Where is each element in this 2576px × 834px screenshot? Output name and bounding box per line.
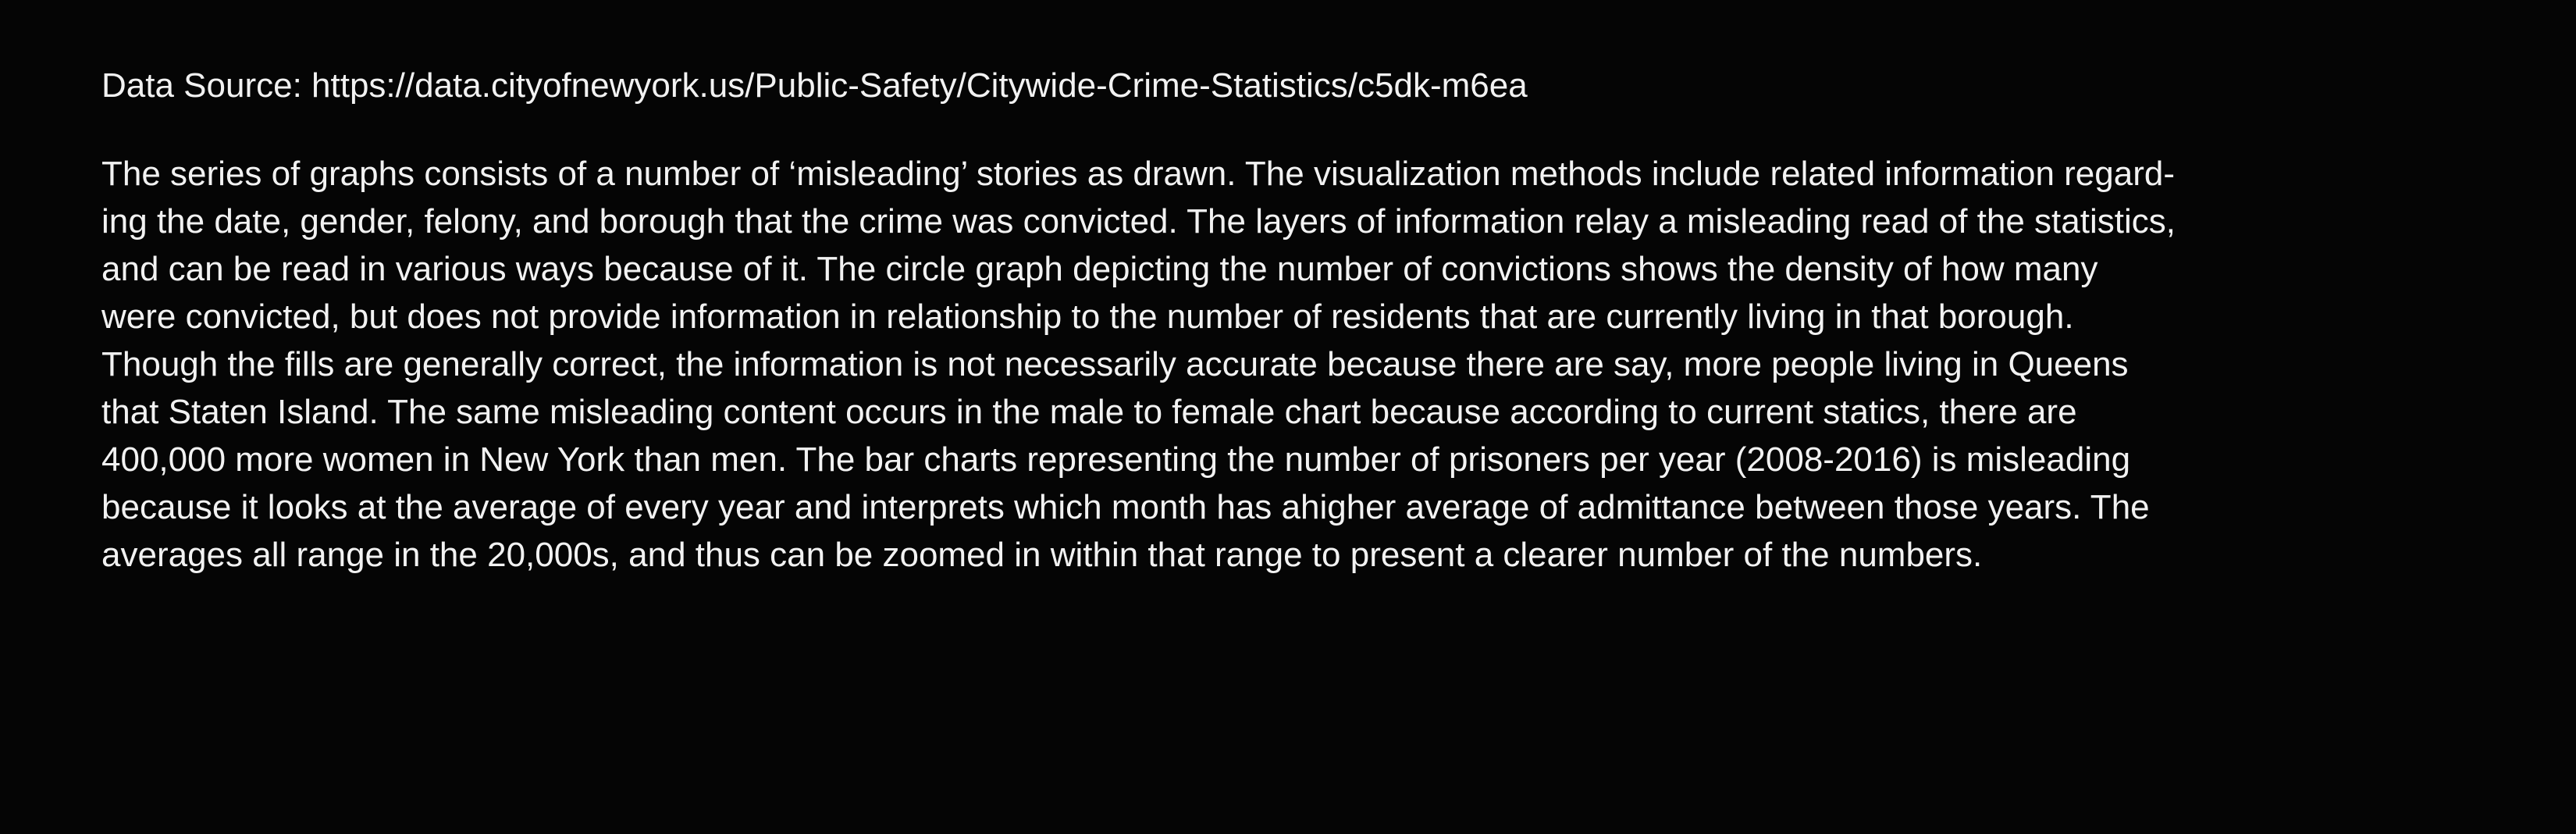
document-page: Data Source: https://data.cityofnewyork.…: [101, 62, 2490, 579]
paragraph-line-7: 400,000 more women in New York than men.…: [101, 440, 2131, 479]
paragraph-line-2: ing the date, gender, felony, and boroug…: [101, 202, 2176, 241]
paragraph-line-4: were convicted, but does not provide inf…: [101, 298, 2074, 336]
data-source-line: Data Source: https://data.cityofnewyork.…: [101, 66, 1528, 105]
paragraph-line-5: Though the fills are generally correct, …: [101, 345, 2129, 383]
paragraph-line-9: averages all range in the 20,000s, and t…: [101, 536, 1983, 574]
description-paragraph: The series of graphs consists of a numbe…: [101, 150, 2490, 579]
paragraph-line-6: that Staten Island. The same misleading …: [101, 393, 2077, 431]
paragraph-line-1: The series of graphs consists of a numbe…: [101, 155, 2175, 193]
paragraph-line-3: and can be read in various ways because …: [101, 250, 2098, 288]
paragraph-line-8: because it looks at the average of every…: [101, 488, 2150, 526]
